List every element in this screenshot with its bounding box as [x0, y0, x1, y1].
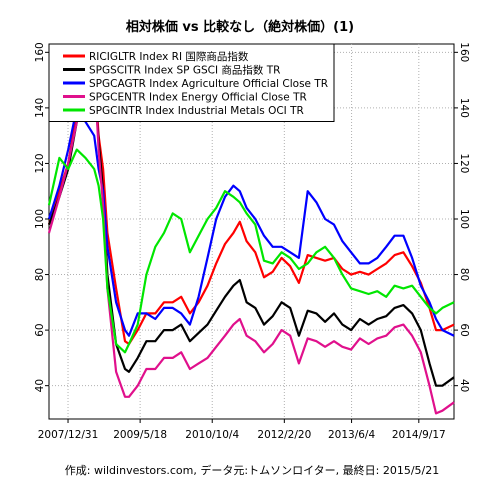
- x-tick-label: 2014/9/17: [392, 429, 446, 441]
- y-tick-label-left: 100: [34, 209, 46, 229]
- y-tick-label-left: 40: [34, 379, 46, 392]
- y-tick-label-left: 80: [34, 268, 46, 281]
- series-line-ricigltr: [47, 65, 455, 346]
- legend-label-spgscitr: SPGSCITR Index SP GSCI 商品指数 TR: [89, 64, 280, 77]
- legend-label-spgcintr: SPGCINTR Index Industrial Metals OCI TR: [89, 105, 304, 117]
- y-tick-label-right: 60: [458, 323, 470, 336]
- x-tick-label: 2007/12/31: [38, 429, 99, 441]
- y-tick-label-left: 120: [34, 153, 46, 173]
- series-line-spgcintr: [47, 148, 455, 354]
- legend-box: [48, 43, 335, 122]
- series-lines: [47, 65, 455, 415]
- y-tick-label-right: 40: [458, 379, 470, 392]
- x-tick-label: 2013/6/4: [328, 429, 375, 441]
- y-tick-label-left: 60: [34, 323, 46, 336]
- y-tick-label-right: 160: [458, 42, 470, 62]
- legend-label-spgcagtr: SPGCAGTR Index Agriculture Official Clos…: [89, 78, 328, 90]
- y-tick-label-right: 140: [458, 98, 470, 118]
- chart-caption: 作成: wildinvestors.com, データ元:トムソンロイター, 最終…: [65, 463, 439, 477]
- y-tick-label-right: 80: [458, 268, 470, 281]
- series-line-spgscitr: [47, 73, 455, 387]
- legend-label-spgcentr: SPGCENTR Index Energy Official Close TR: [89, 92, 307, 104]
- axes: 40 40 60 60 80 80 100 100 120 120 140 140 160 160 2007…: [34, 42, 470, 441]
- y-tick-label-right: 100: [458, 209, 470, 229]
- chart-title: 相対株価 vs 比較なし（絶対株価）(1): [126, 19, 354, 35]
- y-tick-label-right: 120: [458, 153, 470, 173]
- series-line-spgcagtr: [47, 106, 455, 337]
- legend-label-ricigltr: RICIGLTR Index RI 国際商品指数: [89, 50, 249, 63]
- y-tick-label-left: 140: [34, 98, 46, 118]
- y-tick-label-left: 160: [34, 42, 46, 62]
- grid-lines: [49, 44, 454, 419]
- x-tick-label: 2009/5/18: [113, 429, 167, 441]
- x-tick-label: 2012/2/20: [257, 429, 311, 441]
- x-tick-label: 2010/10/4: [185, 429, 239, 441]
